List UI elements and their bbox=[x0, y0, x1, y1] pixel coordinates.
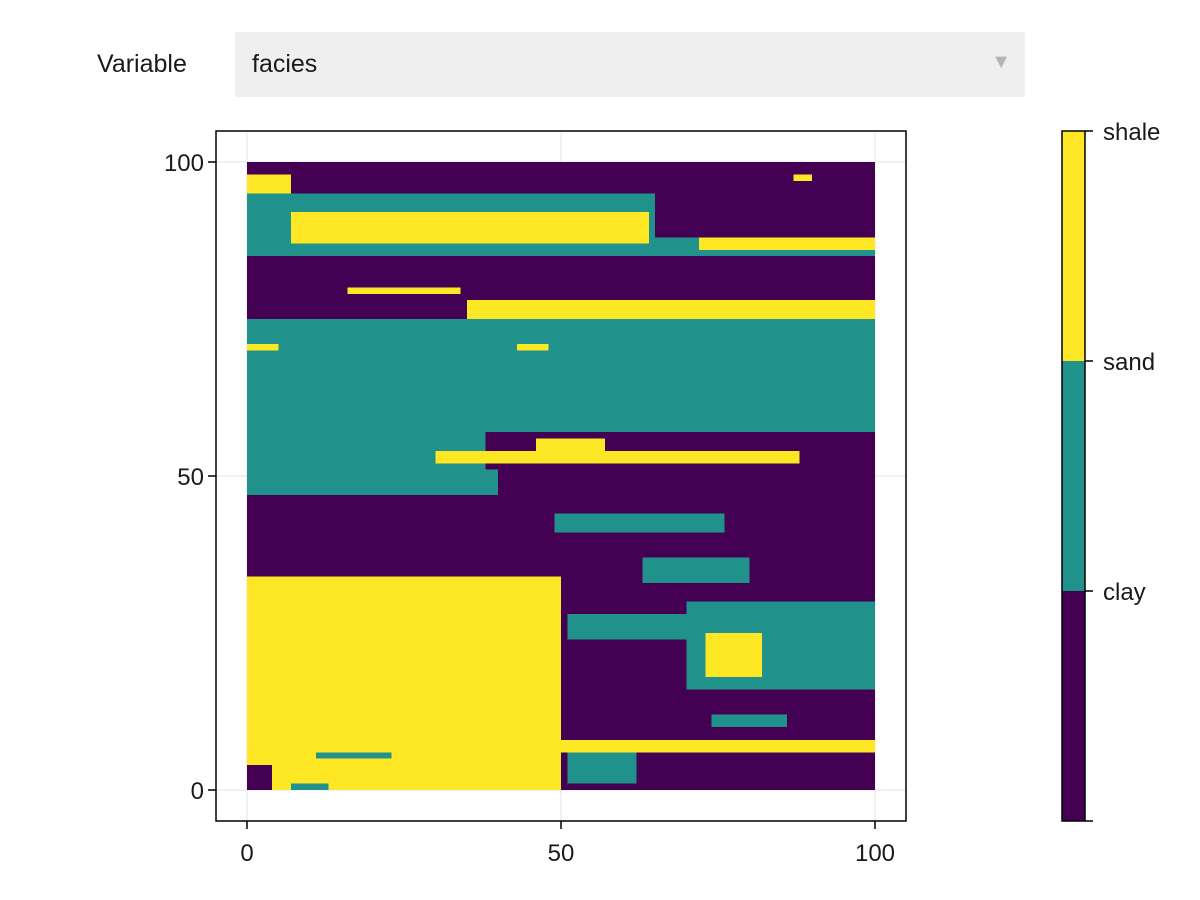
colorbar-label-sand: sand bbox=[1103, 349, 1155, 376]
heatmap-cell-clay bbox=[404, 162, 624, 188]
heatmap-cell-shale bbox=[517, 344, 549, 351]
heatmap-cell-shale bbox=[466, 300, 875, 319]
colorbar-frame bbox=[1061, 130, 1086, 822]
colorbar: clay sand shale bbox=[1061, 119, 1160, 822]
heatmap-cell-clay bbox=[774, 162, 844, 169]
heatmap-cell-sand bbox=[711, 714, 788, 728]
heatmap-cell-shale bbox=[705, 633, 762, 677]
heatmap-cell-shale bbox=[435, 450, 800, 464]
x-tick-label: 100 bbox=[855, 840, 895, 867]
heatmap-cell-sand bbox=[404, 469, 499, 495]
heatmap-cell-shale bbox=[247, 174, 291, 194]
variable-label: Variable bbox=[97, 50, 187, 78]
heatmap-cell-shale bbox=[347, 287, 461, 294]
heatmap-cell-sand bbox=[567, 752, 637, 784]
heatmap-cell-sand bbox=[247, 319, 875, 433]
heatmap-cell-shale bbox=[290, 212, 649, 244]
heatmap-cell-shale bbox=[247, 746, 304, 759]
y-tick-label: 100 bbox=[164, 150, 204, 177]
heatmap-cell-clay bbox=[655, 180, 875, 238]
heatmap-cell-shale bbox=[561, 739, 875, 753]
heatmap-cell-shale bbox=[699, 237, 875, 250]
heatmap-cell-shale bbox=[247, 344, 279, 351]
axis-ticks: 0 50 100 0 50 100 bbox=[164, 150, 895, 867]
colorbar-label-shale: shale bbox=[1103, 119, 1160, 146]
colorbar-segment-sand bbox=[1062, 361, 1085, 591]
heatmap-cell-shale bbox=[535, 438, 605, 451]
heatmap-cell-clay bbox=[247, 764, 273, 790]
chevron-down-icon: ▼ bbox=[991, 51, 1011, 73]
colorbar-label-clay: clay bbox=[1103, 579, 1146, 606]
colorbar-segment-clay bbox=[1062, 591, 1085, 821]
heatmap-cell-sand bbox=[554, 513, 725, 533]
x-tick-label: 50 bbox=[548, 840, 575, 867]
colorbar-segment-shale bbox=[1062, 131, 1085, 361]
heatmap-cell-sand bbox=[642, 557, 750, 583]
variable-dropdown-value: facies bbox=[252, 50, 318, 78]
variable-dropdown[interactable]: facies ▼ bbox=[235, 32, 1025, 97]
heatmap-cell-sand bbox=[290, 783, 329, 790]
x-tick-label: 0 bbox=[240, 840, 253, 867]
y-tick-label: 50 bbox=[177, 464, 204, 491]
heatmap-cell-shale bbox=[793, 174, 813, 181]
heatmap-cells bbox=[247, 162, 875, 790]
y-tick-label: 0 bbox=[191, 778, 204, 805]
heatmap-cell-sand bbox=[316, 752, 392, 759]
